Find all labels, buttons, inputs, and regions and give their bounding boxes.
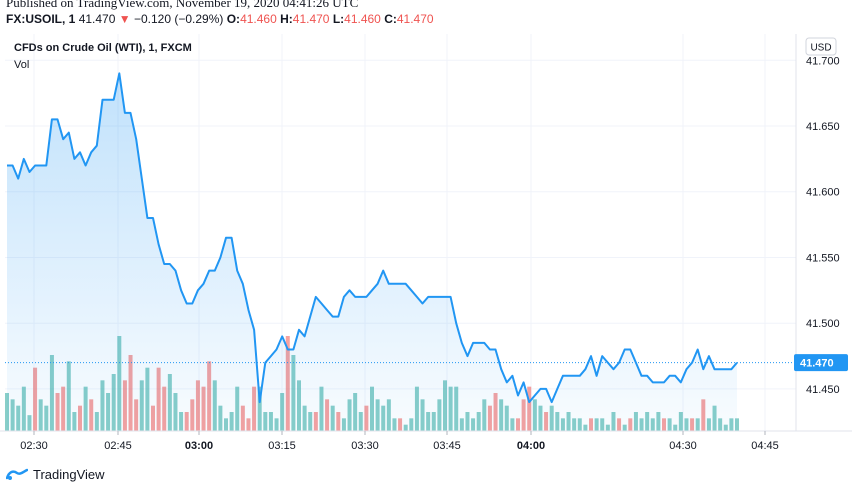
time-tick-label: 04:00 bbox=[517, 440, 545, 452]
price-tick-label: 41.650 bbox=[806, 121, 840, 133]
chart-header: Published on TradingView.com, November 1… bbox=[0, 0, 852, 36]
time-tick-label: 02:45 bbox=[104, 440, 132, 452]
price-tick-label: 41.500 bbox=[806, 318, 840, 330]
down-arrow-icon: ▼ bbox=[118, 12, 131, 26]
low-value: 41.460 bbox=[344, 12, 381, 26]
last-price-label: 41.470 bbox=[800, 358, 834, 370]
price-chart[interactable]: 41.450 41.500 41.550 41.600 41.650 41.700 02:… bbox=[0, 34, 852, 460]
chart-area[interactable]: 41.450 41.500 41.550 41.600 41.650 41.700 02:… bbox=[0, 34, 852, 460]
time-tick-label: 02:30 bbox=[20, 440, 48, 452]
price-area bbox=[7, 73, 737, 432]
quote-line: FX:USOIL, 1 41.470 ▼ −0.120 (−0.29%) O:4… bbox=[6, 12, 434, 26]
time-tick-label: 04:45 bbox=[751, 440, 779, 452]
price-tick-label: 41.450 bbox=[806, 384, 840, 396]
price-axis[interactable]: 41.450 41.500 41.550 41.600 41.650 41.700 bbox=[795, 34, 840, 431]
symbol-label: FX:USOIL, 1 bbox=[6, 12, 76, 26]
published-line: Published on TradingView.com, November 1… bbox=[6, 0, 359, 10]
footer-brand[interactable]: TradingView bbox=[33, 466, 105, 482]
time-tick-label: 03:30 bbox=[351, 440, 379, 452]
time-tick-label: 03:00 bbox=[185, 440, 213, 452]
time-tick-label: 04:30 bbox=[669, 440, 697, 452]
open-label: O: bbox=[226, 12, 241, 26]
time-axis[interactable]: 02:30 02:45 03:00 03:15 03:30 03:45 04:00 04:30… bbox=[0, 430, 852, 452]
legend-title: CFDs on Crude Oil (WTI), 1, FXCM bbox=[14, 42, 192, 54]
price-tick-label: 41.600 bbox=[806, 187, 840, 199]
chart-legend: CFDs on Crude Oil (WTI), 1, FXCM Vol bbox=[14, 42, 192, 71]
close-label: C: bbox=[384, 12, 397, 26]
currency-label: USD bbox=[810, 43, 831, 54]
last-price-badge: 41.470 bbox=[794, 354, 848, 372]
low-label: L: bbox=[332, 12, 345, 26]
price-tick-label: 41.550 bbox=[806, 252, 840, 264]
price-change: −0.120 (−0.29%) bbox=[133, 12, 224, 26]
time-tick-label: 03:45 bbox=[433, 440, 461, 452]
price-line bbox=[7, 72, 738, 404]
footer: TradingView bbox=[6, 465, 105, 483]
legend-vol: Vol bbox=[14, 59, 29, 71]
high-value: 41.470 bbox=[292, 12, 330, 26]
last-price: 41.470 bbox=[78, 12, 116, 26]
price-tick-label: 41.700 bbox=[806, 55, 840, 67]
tradingview-logo-icon bbox=[6, 468, 28, 480]
high-label: H: bbox=[280, 12, 293, 26]
time-tick-label: 03:15 bbox=[268, 440, 296, 452]
open-value: 41.460 bbox=[240, 12, 277, 26]
close-value: 41.470 bbox=[396, 12, 434, 26]
currency-button[interactable]: USD bbox=[805, 37, 837, 56]
